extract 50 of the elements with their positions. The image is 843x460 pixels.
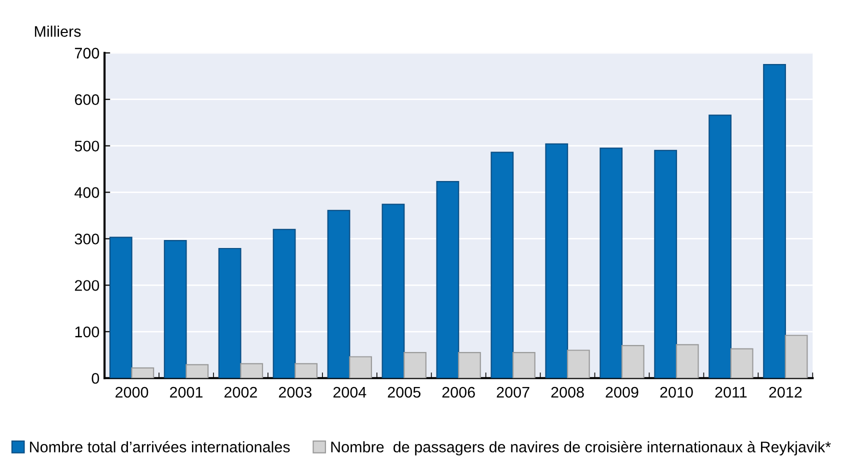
x-tick-label: 2009: [606, 386, 638, 398]
y-tick-label: 300: [74, 234, 100, 244]
x-tick-label: 2002: [224, 386, 257, 398]
bar: [272, 228, 296, 378]
x-tick-label: 2008: [551, 386, 584, 398]
bar: [654, 150, 678, 378]
x-tick-label: 2004: [333, 386, 366, 398]
bar: [566, 350, 590, 378]
x-tick-label: 2011: [715, 386, 747, 398]
bar: [600, 148, 623, 378]
bar: [621, 345, 644, 378]
legend-label: Nombre de passagers de navires de croisière internationaux à Reykjavik*: [331, 441, 831, 456]
y-tick-label: 700: [74, 48, 100, 59]
bar: [349, 356, 372, 378]
bar: [164, 240, 187, 378]
bar: [458, 352, 481, 378]
bar: [512, 352, 536, 378]
bar: [186, 364, 209, 378]
bar: [218, 248, 242, 378]
bar: [327, 210, 350, 378]
x-tick-label: 2010: [660, 386, 693, 398]
bar: [382, 204, 405, 378]
bar: [109, 236, 132, 378]
bar: [730, 348, 754, 378]
legend-label: Nombre total d’arrivées internationales: [30, 441, 290, 452]
y-tick-label: 0: [92, 372, 100, 384]
x-tick-label: 2005: [388, 386, 420, 398]
bar: [294, 363, 318, 378]
bar: [676, 344, 699, 378]
bar: [490, 152, 514, 378]
bar: [131, 367, 154, 378]
x-tick-label: 2000: [116, 386, 148, 398]
y-tick-label: 600: [74, 94, 100, 106]
bar: [404, 352, 426, 378]
x-tick-label: 2007: [496, 386, 530, 398]
x-tick-label: 2003: [278, 386, 312, 398]
x-tick-label: 2012: [769, 386, 802, 398]
bar: [708, 114, 732, 378]
bar: [436, 181, 460, 378]
x-tick-label: 2006: [442, 386, 475, 398]
bar: [545, 143, 568, 378]
y-tick-label: 500: [74, 140, 100, 152]
x-tick-label: 2001: [170, 386, 202, 398]
bar: [784, 334, 808, 378]
y-axis-title: Milliers: [34, 26, 81, 37]
y-tick-label: 200: [74, 280, 100, 291]
y-tick-label: 400: [74, 187, 100, 198]
bar: [240, 363, 264, 378]
bar: [763, 64, 786, 378]
y-tick-label: 100: [75, 326, 100, 338]
